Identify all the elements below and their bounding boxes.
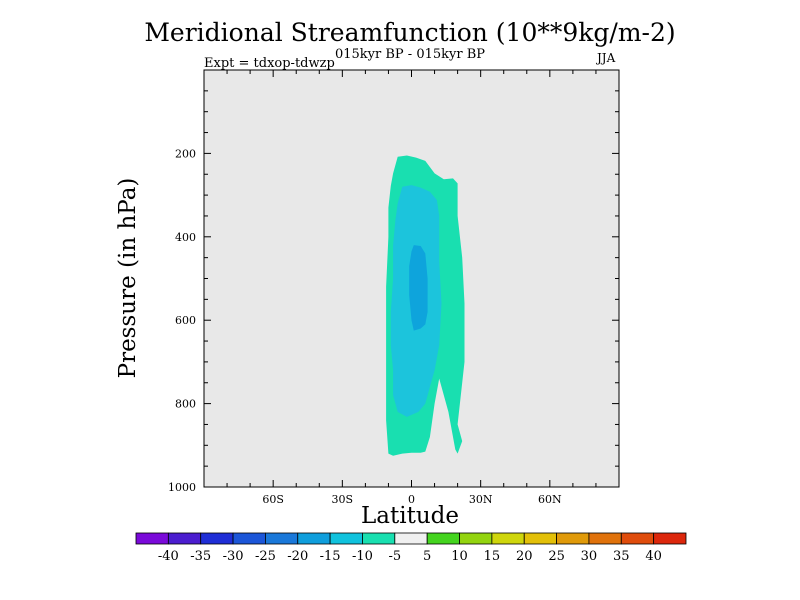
x-tick-label: 60S — [262, 493, 284, 506]
colorbar-label: -10 — [352, 549, 373, 564]
colorbar-swatch — [297, 532, 331, 545]
chart-title: Meridional Streamfunction (10**9kg/m-2) — [144, 18, 676, 47]
colorbar-swatch — [329, 532, 363, 545]
colorbar-label: -15 — [320, 549, 341, 564]
y-tick-label: 200 — [175, 147, 196, 160]
colorbar-swatch — [362, 532, 396, 545]
colorbar-label: 10 — [451, 549, 468, 564]
experiment-annotation: Expt = tdxop-tdwzp — [204, 56, 335, 71]
y-tick-label: 600 — [175, 314, 196, 327]
colorbar-label: 35 — [613, 549, 630, 564]
x-tick-label: 60N — [538, 493, 562, 506]
x-tick-label: 0 — [408, 493, 415, 506]
colorbar-label: -5 — [388, 549, 401, 564]
chart-subtitle: 015kyr BP - 015kyr BP — [334, 47, 486, 62]
colorbar-label: 15 — [484, 549, 501, 564]
colorbar-swatch — [265, 532, 299, 545]
colorbar-label: -40 — [158, 549, 179, 564]
colorbar-label: -35 — [190, 549, 211, 564]
axis-ticks: 60S 30S 0 30N 60N 200 400 600 800 1000 — [168, 70, 619, 506]
colorbar-swatch — [232, 532, 266, 545]
colorbar-label: -30 — [223, 549, 244, 564]
colorbar-swatch — [491, 532, 525, 545]
colorbar-swatch — [620, 532, 655, 545]
colorbar-label: -25 — [255, 549, 276, 564]
y-tick-label: 400 — [175, 231, 196, 244]
season-annotation: JJA — [597, 51, 616, 65]
colorbar-swatch — [135, 532, 169, 545]
colorbar-swatch — [588, 532, 622, 545]
colorbar-swatch — [394, 532, 428, 545]
colorbar-swatch — [167, 532, 202, 545]
colorbar-swatch — [556, 532, 590, 545]
y-tick-label: 800 — [175, 398, 196, 411]
colorbar-label: 30 — [581, 549, 598, 564]
colorbar-label: 20 — [516, 549, 533, 564]
colorbar-label: -20 — [287, 549, 308, 564]
contour-region-3 — [409, 245, 428, 331]
colorbar-swatch — [653, 532, 687, 545]
x-axis-label: Latitude — [361, 503, 459, 529]
colorbar-label: 40 — [645, 549, 662, 564]
contour-layer — [386, 155, 465, 456]
y-tick-label: 1000 — [168, 481, 196, 494]
colorbar-label: 5 — [423, 549, 431, 564]
colorbar-swatch — [523, 532, 557, 545]
colorbar: -40 -35 -30 -25 -20 -15 -10 -5 5 10 15 20 25 30 35 40 — [135, 532, 687, 564]
colorbar-swatch — [459, 532, 493, 545]
colorbar-swatch — [426, 532, 460, 545]
x-tick-label: 30N — [469, 493, 493, 506]
colorbar-label: 25 — [548, 549, 565, 564]
colorbar-swatch — [200, 532, 234, 545]
x-tick-label: 30S — [332, 493, 354, 506]
